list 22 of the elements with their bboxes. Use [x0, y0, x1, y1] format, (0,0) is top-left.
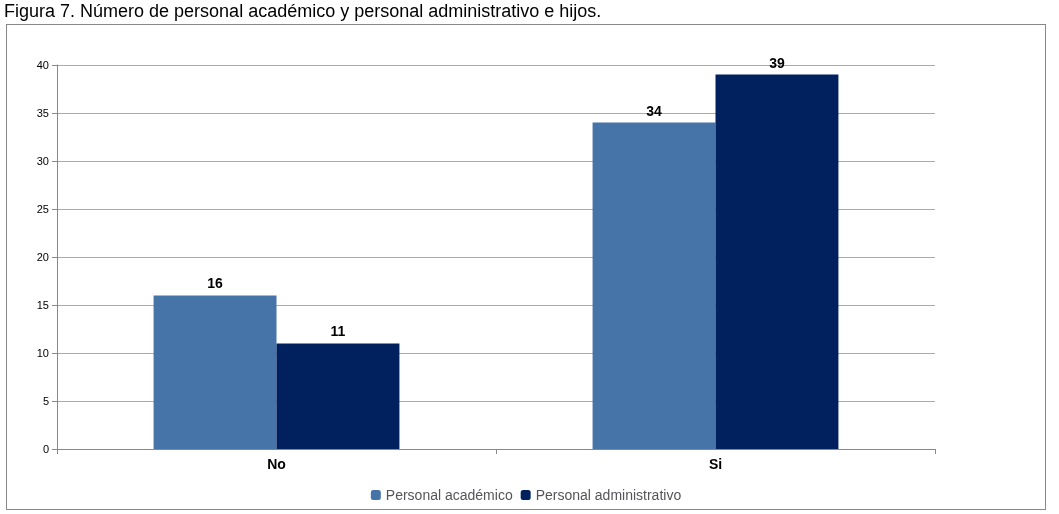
y-tick-label: 15 [36, 299, 49, 311]
y-tick-label: 30 [36, 155, 49, 167]
y-tick-label: 10 [36, 347, 49, 359]
chart-title: Figura 7. Número de personal académico y personal administrativo e hijos. [3, 0, 603, 23]
y-tick-label: 40 [36, 59, 49, 71]
data-label: 39 [769, 54, 785, 71]
bar [276, 343, 400, 449]
data-label: 16 [207, 275, 224, 292]
bar [592, 122, 716, 449]
data-label: 11 [330, 323, 346, 340]
y-tick-label: 35 [36, 107, 49, 119]
y-tick-label: 5 [42, 395, 49, 407]
bar [715, 74, 839, 449]
legend-label: Personal académico [385, 487, 513, 503]
y-tick-label: 0 [42, 443, 49, 455]
bar [153, 295, 277, 449]
legend-label: Personal administrativo [535, 487, 682, 503]
y-tick-label: 25 [36, 203, 49, 215]
y-tick-label: 20 [36, 251, 49, 263]
x-tick-label: No [267, 456, 286, 472]
x-tick-label: Si [708, 456, 723, 472]
data-label: 34 [646, 102, 663, 119]
